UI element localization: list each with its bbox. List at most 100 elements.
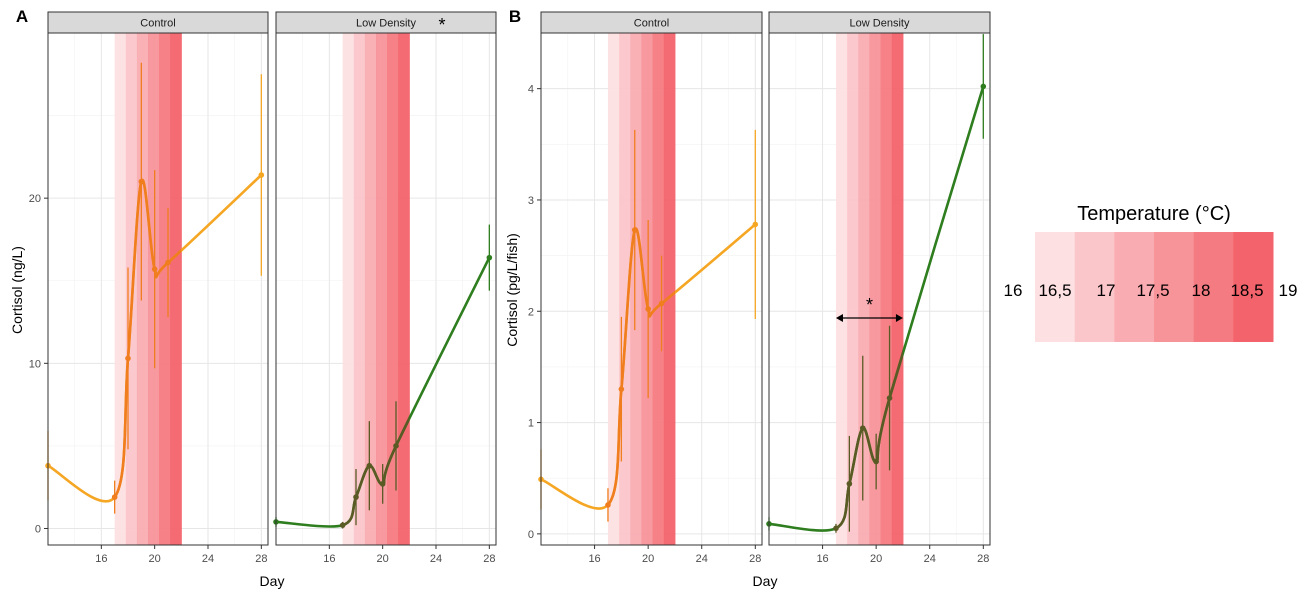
data-point <box>138 178 145 185</box>
x-tick-label: 16 <box>588 553 600 565</box>
data-point <box>393 443 399 449</box>
data-point <box>379 481 386 487</box>
facet-control: Control 16 20 24 28 0 1 2 3 4 <box>528 11 763 565</box>
legend-label: 18 <box>1192 281 1211 300</box>
data-point <box>980 83 987 90</box>
data-point <box>833 525 839 532</box>
x-tick-label: 16 <box>323 553 335 565</box>
legend-label: 17,5 <box>1136 281 1169 300</box>
legend-color-block <box>1074 232 1115 342</box>
legend-title: Temperature (°C) <box>1077 203 1231 225</box>
facet-strip <box>47 11 269 34</box>
data-point <box>366 462 373 469</box>
legend-label: 16,5 <box>1038 281 1071 300</box>
x-tick-label: 16 <box>95 553 107 565</box>
data-point <box>125 355 131 362</box>
data-point <box>631 227 638 233</box>
temperature-legend: Temperature (°C) 16 16,5 17 17,5 18 18,5 19 <box>1004 203 1298 342</box>
facet-strip <box>275 11 497 34</box>
data-point <box>658 300 665 307</box>
heat-band <box>641 33 654 545</box>
x-tick-label: 28 <box>255 553 267 565</box>
heat-band <box>170 33 182 545</box>
data-point <box>111 494 118 500</box>
facet-strip-label: Control <box>140 18 175 30</box>
facet-low-density: Low Density 16 20 24 28 * <box>273 11 497 565</box>
heat-band <box>869 33 882 545</box>
significance-arrowhead-right <box>895 314 903 322</box>
y-axis-title: Cortisol (pg/L/fish) <box>504 233 520 347</box>
heat-band <box>630 33 642 545</box>
y-tick-label: 4 <box>528 84 534 96</box>
heat-band <box>619 33 631 545</box>
legend-color-block <box>1154 232 1195 342</box>
panel-tag: A <box>16 7 28 26</box>
heat-band <box>159 33 171 545</box>
data-point <box>846 480 853 487</box>
heat-band <box>847 33 859 545</box>
data-point <box>618 386 625 392</box>
heat-band <box>607 33 620 545</box>
facet-strip-label: Low Density <box>356 18 416 30</box>
data-point <box>353 494 359 500</box>
x-axis-title: Day <box>753 573 778 589</box>
legend-label: 19 <box>1279 281 1298 300</box>
x-tick-label: 24 <box>202 553 214 565</box>
heat-band <box>891 33 904 545</box>
legend-label: 16 <box>1004 281 1023 300</box>
x-tick-label: 24 <box>696 553 708 565</box>
heat-band <box>663 33 676 545</box>
y-tick-label: 20 <box>29 193 41 205</box>
heat-band <box>387 33 399 545</box>
data-point <box>339 522 346 528</box>
facet-strip-label: Low Density <box>850 18 910 30</box>
y-tick-label: 2 <box>528 306 534 318</box>
heat-band <box>114 33 127 545</box>
y-tick-label: 0 <box>528 529 534 541</box>
x-tick-label: 28 <box>977 553 989 565</box>
y-tick-label: 0 <box>35 523 41 535</box>
panel-a: A Control 16 20 24 28 0 10 20 Low Density 16 20 24 28… <box>9 7 497 589</box>
x-tick-label: 20 <box>149 553 161 565</box>
heat-band <box>652 33 665 545</box>
data-point <box>258 172 265 178</box>
legend-label: 18,5 <box>1230 281 1263 300</box>
data-point <box>752 221 759 228</box>
facet-low-density: Low Density 16 20 24 28 * <box>766 11 991 565</box>
legend-label: 17 <box>1097 281 1116 300</box>
heat-band <box>353 33 366 545</box>
facet-strip <box>768 11 991 34</box>
significance-star: * <box>866 295 873 315</box>
heat-band <box>364 33 377 545</box>
legend-color-block <box>1233 232 1274 342</box>
y-tick-label: 10 <box>29 358 41 370</box>
x-axis-title: Day <box>260 573 285 589</box>
heat-band <box>398 33 410 545</box>
heat-band <box>880 33 893 545</box>
heat-band <box>835 33 848 545</box>
x-tick-label: 24 <box>430 553 442 565</box>
x-tick-label: 20 <box>642 553 654 565</box>
x-tick-label: 20 <box>377 553 389 565</box>
significance-arrowhead-left <box>835 314 843 322</box>
data-point <box>859 425 866 431</box>
y-tick-label: 3 <box>528 195 534 207</box>
panel-tag: B <box>509 7 521 26</box>
y-axis-title: Cortisol (ng/L) <box>9 246 25 334</box>
data-point <box>151 266 158 272</box>
x-tick-label: 28 <box>483 553 495 565</box>
x-tick-label: 20 <box>870 553 882 565</box>
y-tick-label: 1 <box>528 418 534 430</box>
heat-band <box>136 33 149 545</box>
x-tick-label: 16 <box>816 553 828 565</box>
facet-strip-label: Control <box>634 18 669 30</box>
heat-band <box>858 33 870 545</box>
heat-band <box>148 33 160 545</box>
data-point <box>605 502 611 508</box>
x-tick-label: 28 <box>749 553 761 565</box>
data-point <box>873 458 879 465</box>
legend-color-block <box>1193 232 1234 342</box>
panel-b: B Control 16 20 24 28 0 1 2 3 4 Low Density 16 20 24 28… <box>504 7 991 589</box>
